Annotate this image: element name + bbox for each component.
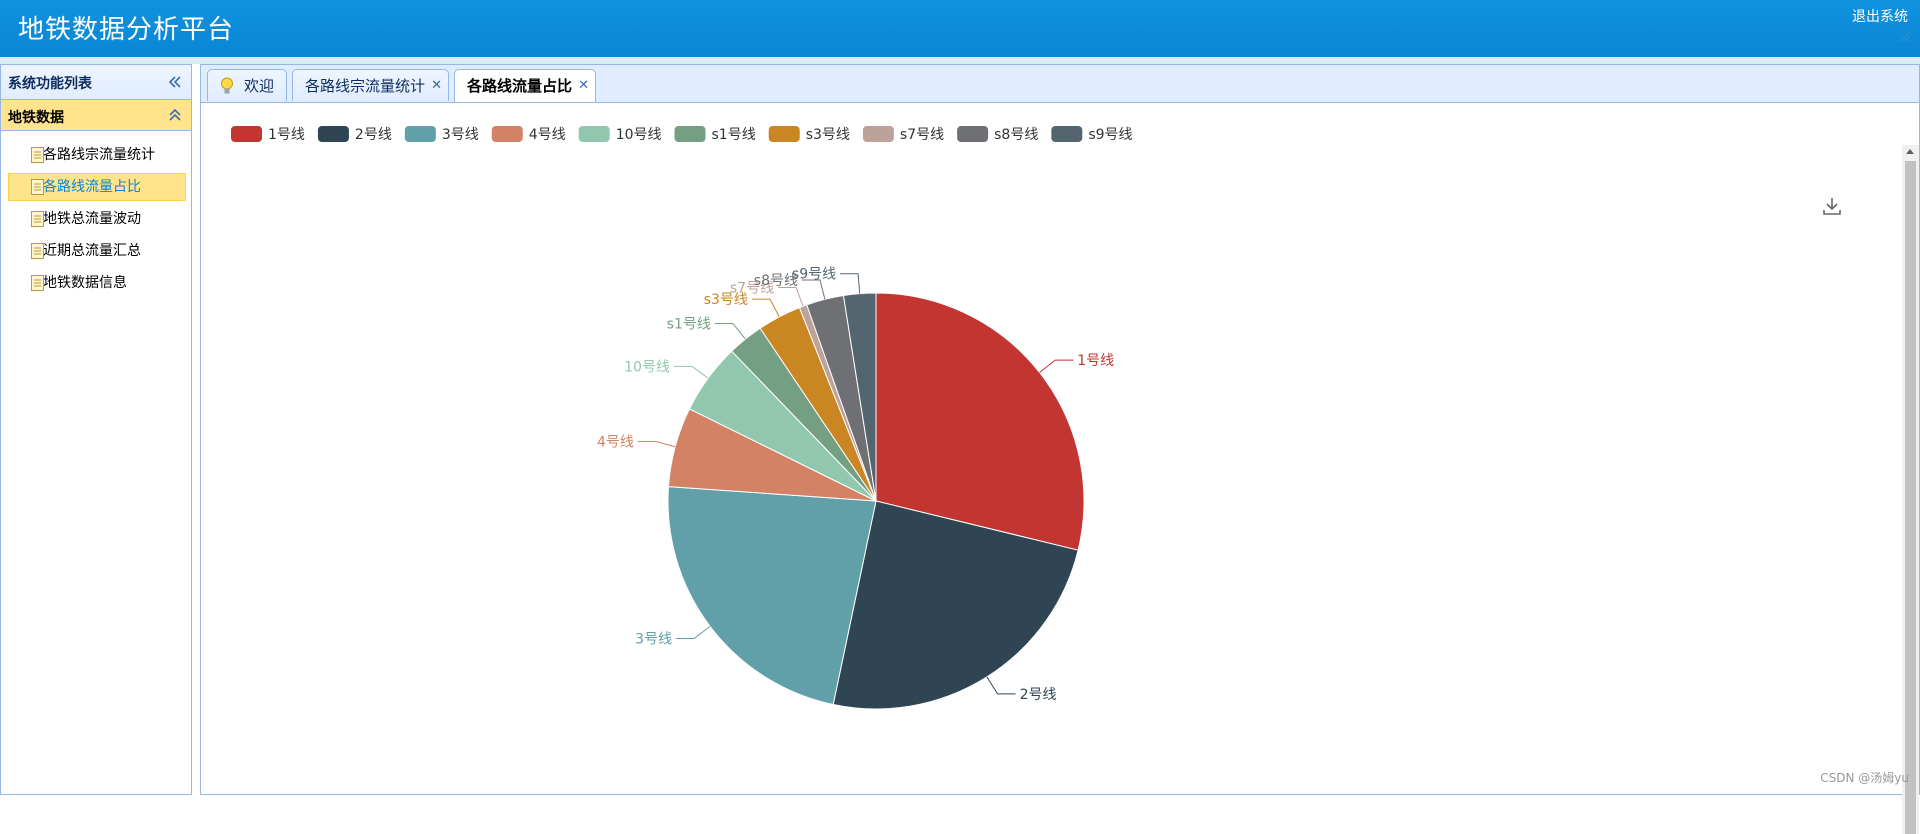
legend-swatch	[957, 126, 989, 142]
legend-swatch	[768, 126, 800, 142]
sidebar-group-title: 地铁数据	[8, 110, 64, 126]
legend-swatch	[231, 126, 262, 142]
sidebar-item-line-total-stats[interactable]: 各路线宗流量统计	[8, 141, 186, 169]
tab-label: 欢迎	[244, 77, 275, 95]
resize-icon	[1899, 31, 1911, 43]
label-line	[751, 298, 780, 318]
legend-swatch	[491, 126, 523, 142]
legend-label: 1号线	[268, 127, 305, 143]
label-line	[778, 286, 804, 307]
watermark: CSDN @汤姆yu	[1820, 771, 1909, 785]
slice-label: 3号线	[635, 631, 672, 647]
document-icon	[31, 179, 44, 195]
tab-line-total-stats[interactable]: 各路线宗流量统计 ✕	[292, 69, 449, 101]
sidebar-title: 系统功能列表	[8, 76, 92, 92]
vertical-scrollbar[interactable]	[1902, 145, 1919, 834]
tab-bar: 欢迎 各路线宗流量统计 ✕ 各路线流量占比 ✕	[201, 65, 1919, 103]
double-chevron-left-icon[interactable]	[167, 74, 183, 90]
legend-label: s8号线	[994, 127, 1038, 143]
legend-swatch	[317, 126, 349, 142]
pie-slice	[875, 292, 1085, 551]
sidebar-item-total-fluctuation[interactable]: 地铁总流量波动	[8, 205, 186, 233]
main-panel: 欢迎 各路线宗流量统计 ✕ 各路线流量占比 ✕ 1号线 2号线 3号线 4号线 10号线…	[200, 64, 1920, 834]
legend-swatch	[862, 126, 894, 142]
download-icon[interactable]	[1821, 195, 1843, 217]
label-line	[986, 676, 1016, 695]
legend-label: s9号线	[1088, 127, 1132, 143]
slice-label: 4号线	[597, 435, 634, 451]
sidebar-item-label: 近期总流量汇总	[43, 243, 141, 259]
document-icon	[31, 147, 44, 163]
sidebar-item-data-info[interactable]: 地铁数据信息	[8, 269, 186, 297]
label-line	[801, 279, 826, 300]
double-chevron-up-icon[interactable]	[167, 107, 183, 123]
document-icon	[31, 243, 44, 259]
chart-area: 1号线 2号线 3号线 4号线 10号线 s1号线 s3号线 s7号线 s8号线 s9号线 1号线 2…	[201, 103, 1919, 834]
legend-label: s3号线	[806, 127, 850, 143]
legend-label: 2号线	[355, 127, 392, 143]
slice-label: 2号线	[1020, 687, 1057, 703]
legend-label: 3号线	[442, 127, 479, 143]
sidebar-group-header[interactable]: 地铁数据	[1, 100, 191, 131]
label-line	[1039, 359, 1074, 373]
scroll-thumb[interactable]	[1905, 161, 1916, 834]
tab-label: 各路线流量占比	[467, 77, 573, 95]
label-line	[714, 323, 746, 340]
sidebar: 系统功能列表 地铁数据 各路线宗流量统计 各路线流量占比 地铁总流量波动 近期总…	[0, 64, 192, 795]
slice-label: s8号线	[754, 273, 798, 289]
app-title: 地铁数据分析平台	[18, 15, 235, 45]
header-separator	[0, 57, 1920, 64]
slice-label: s1号线	[667, 317, 711, 333]
slice-label: s3号线	[704, 292, 748, 308]
pie-slice	[832, 500, 1079, 710]
slice-label: s7号线	[730, 280, 774, 296]
legend-label: 10号线	[616, 127, 662, 143]
legend-swatch	[578, 126, 610, 142]
sidebar-item-label: 各路线流量占比	[43, 179, 141, 195]
sidebar-menu: 各路线宗流量统计 各路线流量占比 地铁总流量波动 近期总流量汇总 地铁数据信息	[1, 131, 191, 297]
label-line	[676, 626, 711, 639]
legend-swatch	[404, 126, 436, 142]
sidebar-item-label: 地铁数据信息	[43, 275, 127, 291]
legend-label: s1号线	[712, 127, 756, 143]
sidebar-item-recent-summary[interactable]: 近期总流量汇总	[8, 237, 186, 265]
slice-label: s9号线	[792, 267, 836, 283]
legend-swatch	[674, 126, 706, 142]
slice-label: 1号线	[1077, 353, 1114, 369]
document-icon	[31, 275, 44, 291]
legend-label: 4号线	[529, 127, 566, 143]
label-line	[673, 365, 709, 379]
sidebar-item-label: 地铁总流量波动	[43, 211, 141, 227]
close-icon[interactable]: ✕	[578, 78, 589, 93]
pie-chart: 1号线 2号线 3号线 4号线 10号线 s1号线 s3号线 s7号线 s8号线 s9号线1号线2…	[231, 126, 1133, 710]
tab-welcome[interactable]: 欢迎	[207, 69, 287, 101]
legend-swatch	[1051, 126, 1083, 142]
sidebar-item-label: 各路线宗流量统计	[43, 147, 155, 163]
label-line	[637, 441, 676, 448]
label-line	[840, 273, 861, 294]
lightbulb-icon	[221, 77, 233, 94]
pie-slice	[842, 292, 877, 502]
logout-button[interactable]: 退出系统	[1852, 9, 1908, 25]
sidebar-header: 系统功能列表	[1, 65, 191, 100]
sidebar-item-line-share[interactable]: 各路线流量占比	[8, 173, 186, 201]
tab-line-share[interactable]: 各路线流量占比 ✕	[454, 69, 596, 102]
scroll-up-arrow-icon[interactable]	[1906, 149, 1914, 154]
legend-label: s7号线	[900, 127, 944, 143]
close-icon[interactable]: ✕	[431, 78, 442, 93]
app-header: 地铁数据分析平台 退出系统	[0, 0, 1920, 57]
pie-slice	[667, 486, 877, 706]
tab-label: 各路线宗流量统计	[305, 77, 426, 95]
slice-label: 10号线	[624, 359, 670, 375]
document-icon	[31, 211, 44, 227]
